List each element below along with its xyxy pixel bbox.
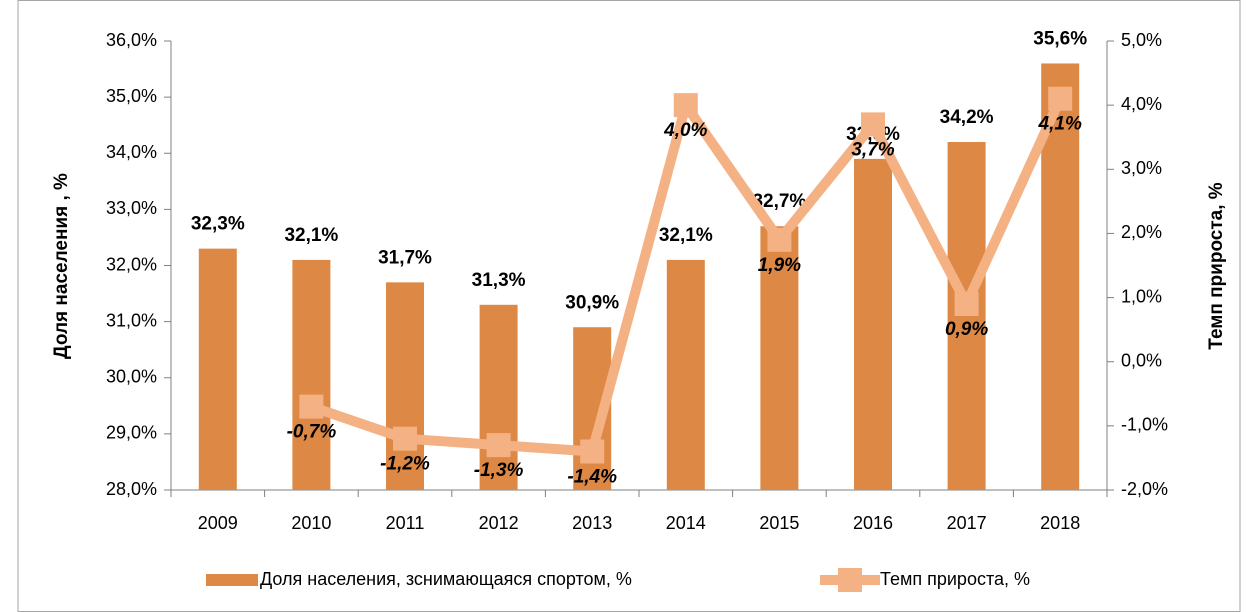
line-marker: [673, 93, 698, 118]
bar-value-label: 31,7%: [378, 247, 432, 268]
line-marker: [1048, 86, 1073, 111]
line-marker: [486, 433, 511, 458]
y2-tick-label: 4,0%: [1121, 94, 1162, 114]
legend-swatch: [206, 574, 258, 586]
bar-value-label: 32,3%: [191, 214, 245, 235]
legend-swatch: [838, 568, 862, 592]
x-tick-label: 2016: [853, 513, 893, 533]
y-axis-title: Доля населения , %: [51, 173, 72, 359]
y2-tick-label: 2,0%: [1121, 222, 1162, 242]
line-marker: [580, 439, 605, 464]
line-marker: [299, 394, 324, 419]
bar: [854, 158, 892, 491]
y-tick-label: 31,0%: [106, 310, 157, 330]
x-tick-label: 2013: [572, 513, 612, 533]
y-tick-label: 32,0%: [106, 254, 157, 274]
bar: [198, 248, 237, 490]
legend-label: Доля населения, зснимающаяся спортом, %: [260, 569, 632, 589]
y-tick-label: 29,0%: [106, 423, 157, 443]
x-tick-label: 2017: [947, 513, 987, 533]
line-value-label: -1,3%: [474, 460, 524, 481]
x-tick-label: 2010: [291, 513, 331, 533]
bar-value-label: 34,2%: [940, 107, 994, 128]
bar: [479, 304, 518, 490]
bar-value-label: 30,9%: [565, 292, 619, 313]
y-tick-label: 28,0%: [106, 479, 157, 499]
x-tick-label: 2009: [198, 513, 238, 533]
line-marker: [767, 227, 792, 252]
y-tick-label: 35,0%: [106, 86, 157, 106]
bar: [760, 226, 799, 490]
bar-value-label: 32,7%: [752, 191, 806, 212]
y-tick-label: 30,0%: [106, 367, 157, 387]
x-tick-label: 2011: [386, 513, 425, 533]
bar-value-label: 31,3%: [472, 270, 526, 291]
x-tick-label: 2018: [1040, 513, 1080, 533]
legend-label: Темп прироста, %: [880, 569, 1030, 589]
y2-tick-label: 1,0%: [1121, 286, 1162, 306]
line-value-label: 4,1%: [1038, 114, 1082, 135]
bar-value-label: 35,6%: [1033, 28, 1087, 49]
y2-tick-label: -2,0%: [1121, 479, 1168, 499]
line-value-label: 3,7%: [851, 139, 894, 160]
y2-tick-label: 0,0%: [1121, 350, 1162, 370]
y2-tick-label: 5,0%: [1121, 30, 1162, 50]
line-marker: [393, 426, 417, 451]
bar-value-label: 32,1%: [284, 225, 338, 246]
line-value-label: 1,9%: [758, 255, 801, 276]
line-value-label: -1,4%: [567, 467, 617, 488]
y-tick-label: 33,0%: [106, 198, 157, 218]
x-tick-label: 2012: [479, 513, 519, 533]
bar: [666, 259, 705, 490]
y2-tick-label: 3,0%: [1121, 158, 1162, 178]
bar-value-label: 32,1%: [659, 225, 713, 246]
bar: [292, 259, 331, 490]
bar: [386, 282, 424, 490]
y2-axis-title: Темп прироста, %: [1206, 182, 1227, 350]
y2-tick-label: -1,0%: [1121, 415, 1168, 435]
line-marker: [954, 291, 979, 316]
line-value-label: -0,7%: [287, 422, 337, 443]
x-tick-label: 2014: [666, 513, 706, 533]
y-tick-label: 34,0%: [106, 142, 157, 162]
line-value-label: -1,2%: [380, 454, 430, 475]
line-value-label: 4,0%: [663, 120, 707, 141]
line-marker: [861, 112, 885, 137]
line-value-label: 0,9%: [945, 319, 988, 340]
y-tick-label: 36,0%: [106, 30, 157, 50]
bar: [947, 142, 986, 490]
x-tick-label: 2015: [759, 513, 799, 533]
